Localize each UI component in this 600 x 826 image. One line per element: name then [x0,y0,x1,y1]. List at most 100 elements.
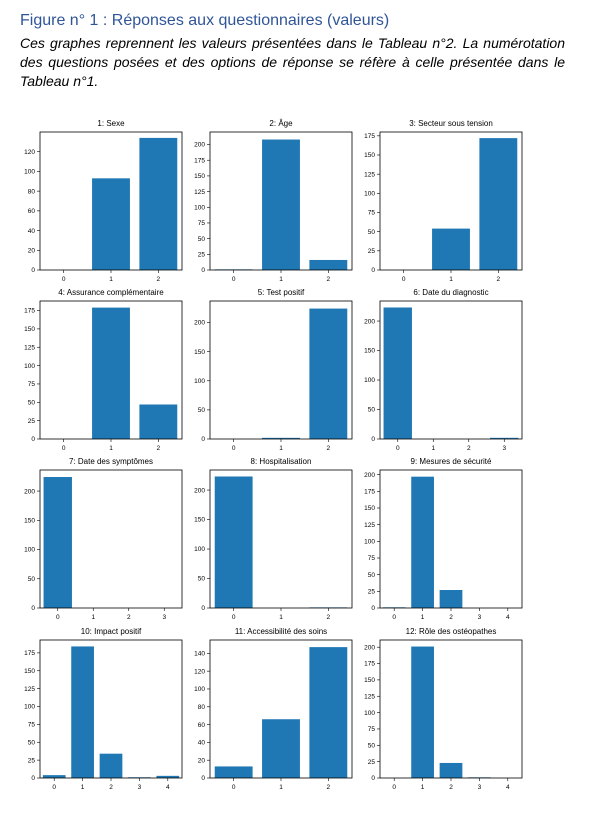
bar [479,138,518,270]
x-tick-label: 4 [166,784,170,791]
y-tick-label: 100 [24,704,35,711]
x-tick-label: 1 [81,784,85,791]
y-tick-label: 25 [368,759,376,766]
x-tick-label: 2 [449,784,453,791]
x-tick-label: 1 [449,276,453,283]
y-tick-label: 125 [194,189,205,196]
y-tick-label: 50 [368,229,376,236]
chart-title: 12: Rôle des ostéopathes [406,627,497,636]
plot-frame [209,639,353,779]
y-tick-label: 100 [194,378,205,385]
bar [156,775,180,778]
x-tick-label: 1 [91,614,95,621]
y-tick-label: 40 [28,228,36,235]
x-tick-label: 3 [478,614,482,621]
y-tick-label: 150 [194,517,205,524]
chart-11: 11: Accessibilité des soins0204060801001… [194,627,353,791]
bar [92,178,130,270]
y-tick-label: 50 [28,399,36,406]
x-tick-label: 0 [52,784,56,791]
y-tick-label: 200 [364,644,375,651]
bar [214,766,253,778]
x-tick-label: 2 [157,276,161,283]
bar [214,476,253,608]
y-tick-label: 0 [31,436,35,443]
plot-frame [379,639,523,779]
y-tick-label: 100 [364,710,375,717]
y-tick-label: 100 [364,539,375,546]
x-tick-label: 0 [392,784,396,791]
x-tick-label: 1 [431,445,435,452]
y-tick-label: 50 [198,407,206,414]
y-tick-label: 0 [371,775,375,782]
y-tick-label: 200 [364,318,375,325]
y-tick-label: 100 [24,363,35,370]
y-tick-label: 50 [28,576,36,583]
x-tick-label: 2 [127,614,131,621]
y-tick-label: 200 [194,142,205,149]
y-tick-label: 50 [198,236,206,243]
y-tick-label: 150 [194,349,205,356]
y-tick-label: 75 [368,555,376,562]
y-tick-label: 0 [201,436,205,443]
figure-title: Figure n° 1 : Réponses aux questionnaire… [20,12,390,29]
x-tick-label: 0 [396,445,400,452]
bar [309,308,348,439]
y-tick-label: 175 [24,308,35,315]
x-tick-label: 2 [327,614,331,621]
y-tick-label: 175 [194,157,205,164]
chart-7: 7: Date des symptômes 0 50 100 150 200 0 1 2 3 [24,457,183,621]
y-tick-label: 100 [364,377,375,384]
plot-frame [39,639,183,779]
y-tick-label: 175 [364,489,375,496]
y-tick-label: 0 [371,267,375,274]
chart-title: 5: Test positif [258,288,305,297]
x-tick-label: 2 [327,445,331,452]
x-tick-label: 1 [421,784,425,791]
y-tick-label: 100 [194,546,205,553]
x-tick-label: 2 [497,276,501,283]
chart-3: 3: Secteur sous tension 0 25 50 75 100 125 150 1… [364,119,523,283]
y-tick-label: 75 [368,726,376,733]
plot-frame [379,300,523,440]
plot-frame [379,131,523,271]
plot-frame [39,469,183,609]
bar [309,647,348,778]
x-tick-label: 1 [109,276,113,283]
bar [139,404,178,439]
bar [411,646,434,778]
x-tick-label: 1 [279,445,283,452]
x-tick-label: 2 [449,614,453,621]
y-tick-label: 40 [198,740,206,747]
y-tick-label: 75 [198,220,206,227]
y-tick-label: 80 [198,704,206,711]
bar [99,753,123,778]
plot-frame [39,300,183,440]
y-tick-label: 0 [371,436,375,443]
bar [71,646,94,778]
y-tick-label: 0 [31,267,35,274]
y-tick-label: 50 [368,572,376,579]
y-tick-label: 150 [194,173,205,180]
x-tick-label: 0 [62,445,66,452]
y-tick-label: 0 [371,605,375,612]
figure-caption: Ces graphes reprennent les valeurs prése… [20,35,565,89]
chart-title: 6: Date du diagnostic [413,288,488,297]
chart-title: 1: Sexe [97,119,125,128]
bar [43,477,72,608]
x-tick-label: 0 [56,614,60,621]
plot-frame [209,300,353,440]
x-tick-label: 0 [232,784,236,791]
y-tick-label: 80 [28,188,36,195]
y-tick-label: 25 [368,248,376,255]
y-tick-label: 150 [364,348,375,355]
y-tick-label: 60 [28,208,36,215]
chart-12: 12: Rôle des ostéopathes 0 25 50 75 100 125 150… [364,627,523,791]
y-tick-label: 25 [28,418,36,425]
y-tick-label: 120 [194,668,205,675]
bar [262,437,300,439]
x-tick-label: 1 [279,614,283,621]
chart-6: 6: Date du diagnostic 0 50 100 150 200 0 1 2 3 [364,288,523,452]
y-tick-label: 150 [24,517,35,524]
